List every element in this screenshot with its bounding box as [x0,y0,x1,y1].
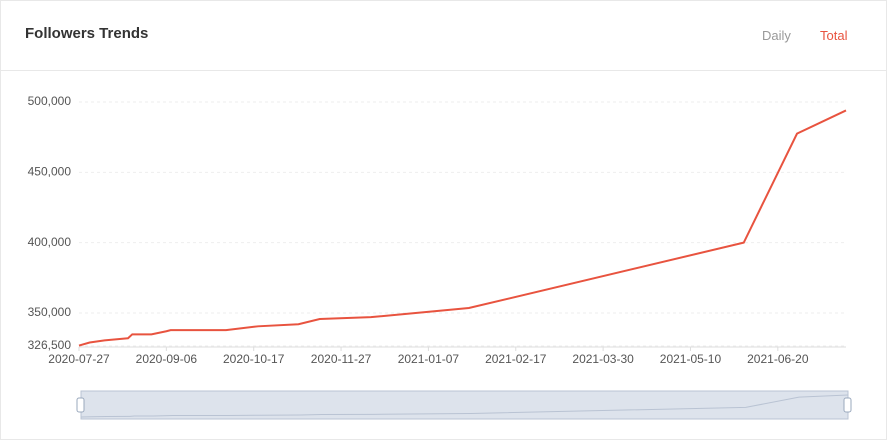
x-tick-label: 2021-06-20 [747,352,809,366]
panel-title: Followers Trends [25,25,149,42]
x-tick-label: 2020-07-27 [48,352,110,366]
y-tick-label: 400,000 [28,235,72,249]
y-tick-label: 450,000 [28,164,72,178]
x-tick-label: 2021-02-17 [485,352,547,366]
y-tick-label: 326,500 [28,338,72,352]
x-tick-label: 2020-11-27 [311,352,372,366]
zoom-handle-left[interactable] [76,397,85,413]
zoom-preview [80,394,849,418]
y-tick-label: 500,000 [28,94,72,108]
line [78,109,847,347]
x-tick-label: 2020-09-06 [136,352,198,366]
x-tick-label: 2021-03-30 [572,352,634,366]
x-tick-label: 2020-10-17 [223,352,285,366]
x-tick-label: 2021-01-07 [398,352,460,366]
y-tick-label: 350,000 [28,305,72,319]
divider [1,70,886,71]
tab-total[interactable]: Total [820,28,848,43]
zoom-slider[interactable] [80,390,849,420]
x-tick-label: 2021-05-10 [660,352,722,366]
zoom-handle-right[interactable] [843,397,852,413]
tab-daily[interactable]: Daily [762,28,791,43]
